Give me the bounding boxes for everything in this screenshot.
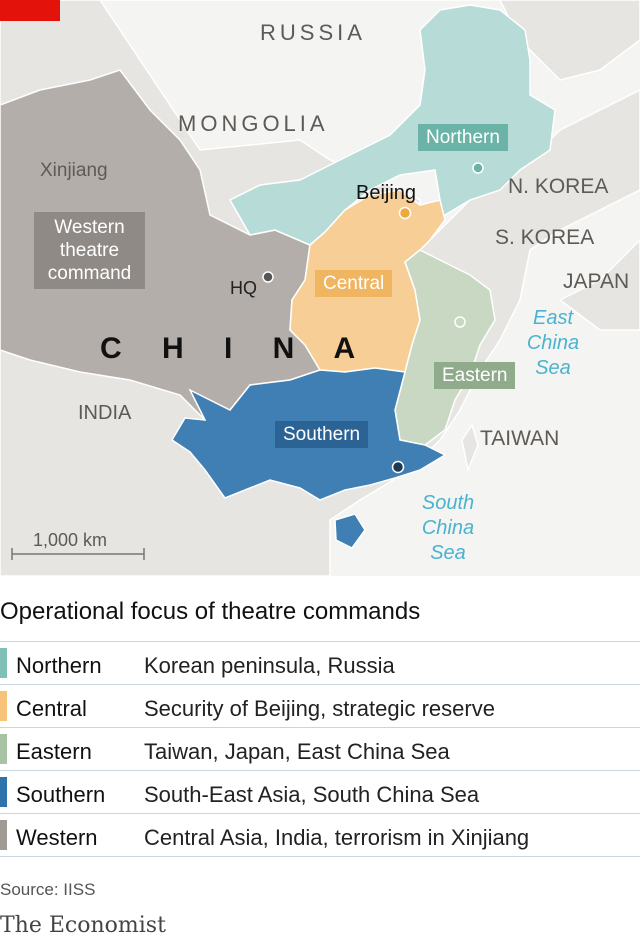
legend-swatch <box>0 734 7 764</box>
legend-focus: Taiwan, Japan, East China Sea <box>144 739 450 764</box>
badge-central: Central <box>315 270 393 297</box>
label-east-china-sea: East China Sea <box>526 307 580 379</box>
label-scale: 1,000 km <box>33 530 108 550</box>
legend-row-western: Western Central Asia, India, terrorism i… <box>0 813 640 857</box>
legend-focus: Security of Beijing, strategic reserve <box>144 696 495 721</box>
western-hq-marker <box>262 271 274 283</box>
legend-name: Northern <box>16 653 102 678</box>
legend-swatch <box>0 691 7 721</box>
label-beijing: Beijing <box>356 182 417 204</box>
label-xinjiang: Xinjiang <box>40 160 108 181</box>
legend-name: Southern <box>16 782 106 807</box>
chart-title: Operational focus of theatre commands <box>0 598 421 625</box>
badge-western: Western theatre command <box>34 212 145 289</box>
legend-name: Central <box>16 696 87 721</box>
label-taiwan: TAIWAN <box>480 427 560 450</box>
eastern-hq-marker <box>454 316 466 328</box>
legend-row-northern: Northern Korean peninsula, Russia <box>0 641 640 684</box>
beijing-marker <box>398 206 412 220</box>
southern-hq-marker <box>391 460 405 474</box>
label-india: INDIA <box>78 402 132 424</box>
legend-focus: South-East Asia, South China Sea <box>144 782 480 807</box>
hainan-island <box>334 513 366 549</box>
taiwan-land <box>461 423 479 473</box>
label-mongolia: MONGOLIA <box>178 111 329 136</box>
legend-focus: Central Asia, India, terrorism in Xinjia… <box>144 825 530 850</box>
label-japan: JAPAN <box>563 270 630 293</box>
legend-name: Eastern <box>16 739 92 764</box>
japan-land <box>558 238 640 331</box>
label-south-china-sea: South China Sea <box>421 492 475 564</box>
label-russia: RUSSIA <box>260 20 366 45</box>
badge-northern: Northern <box>418 124 508 151</box>
badge-eastern: Eastern <box>434 362 516 389</box>
legend-swatch <box>0 777 7 807</box>
region-northern <box>228 4 556 262</box>
legend-row-central: Central Security of Beijing, strategic r… <box>0 684 640 727</box>
label-hq: HQ <box>230 278 257 298</box>
northern-hq-marker <box>472 162 484 174</box>
label-north-korea: N. KOREA <box>508 175 609 198</box>
legend-table: Northern Korean peninsula, Russia Centra… <box>0 641 640 857</box>
legend-row-eastern: Eastern Taiwan, Japan, East China Sea <box>0 727 640 770</box>
legend-focus: Korean peninsula, Russia <box>144 653 395 678</box>
legend-row-southern: Southern South-East Asia, South China Se… <box>0 770 640 813</box>
brand-logo: The Economist <box>0 913 166 938</box>
region-eastern <box>394 249 496 446</box>
badge-southern: Southern <box>275 421 369 448</box>
legend-swatch <box>0 648 7 678</box>
legend-swatch <box>0 820 7 850</box>
legend-name: Western <box>16 825 98 850</box>
label-china: C H I N A <box>100 332 362 365</box>
source-note: Source: IISS <box>0 880 96 899</box>
label-south-korea: S. KOREA <box>495 226 595 249</box>
brand-tag <box>0 0 60 21</box>
